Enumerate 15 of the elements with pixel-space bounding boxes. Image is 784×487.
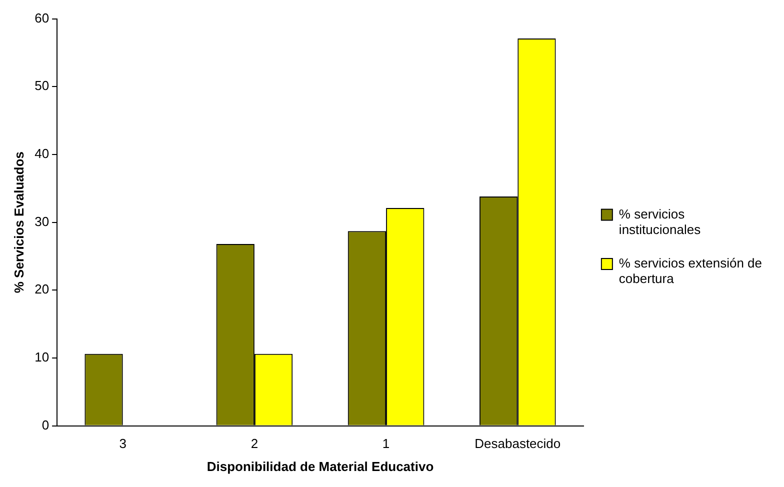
x-tick-label: 3 xyxy=(119,436,126,452)
x-axis-title: Disponibilidad de Material Educativo xyxy=(206,458,434,474)
y-tick-label: 60 xyxy=(34,10,50,26)
legend-label: % servicios extensión de cobertura xyxy=(618,256,762,286)
y-tick-label: 20 xyxy=(34,282,50,297)
legend-label: % servicios institucionales xyxy=(618,206,702,237)
y-tick-label: 10 xyxy=(34,350,50,365)
x-tick-label: 2 xyxy=(250,436,258,452)
y-axis-title: % Servicios Evaluados xyxy=(11,151,26,294)
x-tick-label: Desabastecido xyxy=(474,436,561,452)
y-tick-label: 50 xyxy=(34,78,50,94)
y-tick-label: 40 xyxy=(34,146,50,162)
y-tick-label: 30 xyxy=(34,214,50,229)
y-tick-label: 0 xyxy=(42,417,50,432)
x-tick-label: 1 xyxy=(382,436,390,452)
